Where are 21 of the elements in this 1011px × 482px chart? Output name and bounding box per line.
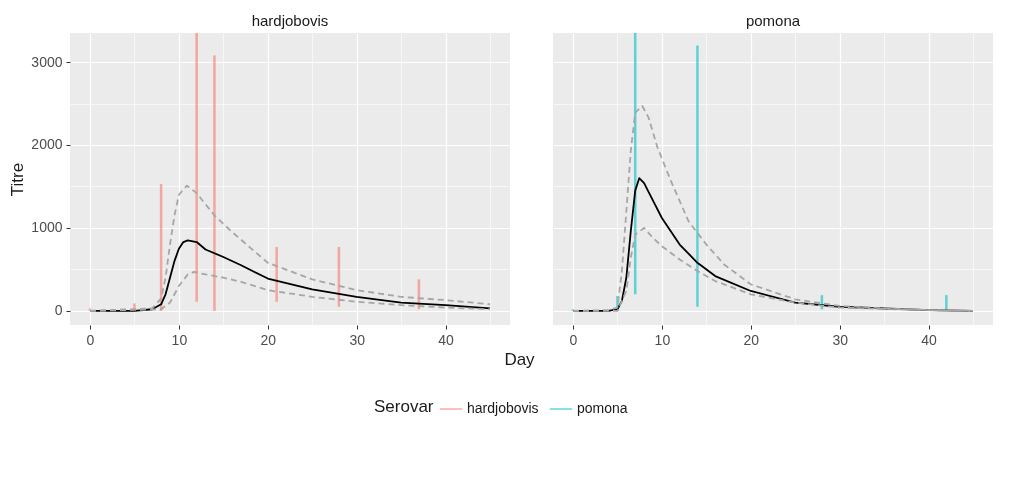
y-tick-label: 0 xyxy=(54,302,63,319)
x-tick-label: 10 xyxy=(171,331,188,348)
x-tick-label: 30 xyxy=(349,331,366,348)
legend-label: hardjobovis xyxy=(467,400,539,416)
x-tick-label: 0 xyxy=(86,331,95,348)
x-tick-label: 10 xyxy=(654,331,671,348)
y-tick-label: 1000 xyxy=(31,219,63,236)
x-tick-label: 40 xyxy=(921,331,938,348)
chart-title: pomona xyxy=(745,12,801,29)
y-tick-label: 3000 xyxy=(31,53,63,70)
chart-title: hardjobovis xyxy=(251,12,329,29)
y-axis-title: Titre xyxy=(8,162,28,197)
x-tick-label: 30 xyxy=(832,331,849,348)
x-axis-title: Day xyxy=(504,349,536,369)
x-tick-label: 40 xyxy=(438,331,455,348)
x-tick-label: 20 xyxy=(743,331,760,348)
legend-title: Serovar xyxy=(374,397,434,416)
x-tick-label: 0 xyxy=(569,331,578,348)
y-tick-label: 2000 xyxy=(31,136,63,153)
x-tick-label: 20 xyxy=(260,331,277,348)
legend-label: pomona xyxy=(577,400,628,416)
